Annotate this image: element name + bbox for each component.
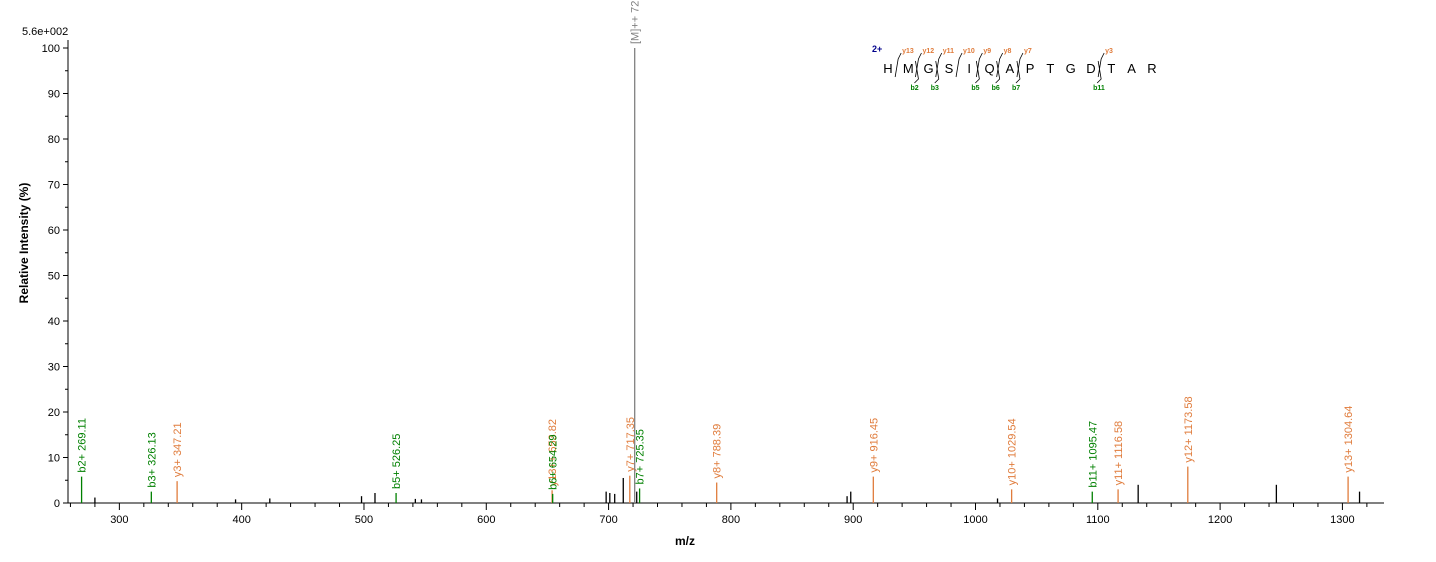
x-tick-label-800: 800 [722, 514, 740, 526]
y-axis-title: Relative Intensity (%) [17, 183, 31, 304]
x-axis-title: m/z [675, 534, 695, 548]
y-fragment-label: y8 [1004, 48, 1012, 55]
y-fragment-label: y12 [922, 48, 934, 55]
peaks-layer: b2+ 269.11 b3+ 326.13 y3+ 347.21 b5+ 526.25… [77, 0, 1361, 503]
x-tick-label-1000: 1000 [963, 514, 987, 526]
y-fragment-label: y13 [902, 48, 914, 55]
y-cleavage-mark [894, 52, 902, 78]
y-cleavage-mark [975, 52, 983, 78]
y-tick-label-20: 20 [48, 407, 60, 419]
residue: G [1066, 61, 1076, 76]
b-cleavage-mark [995, 60, 1001, 84]
y-tick-label-60: 60 [48, 225, 60, 237]
peak-label: b6+ 654.29 [548, 435, 560, 490]
peak-label: y13+ 1304.64 [1343, 406, 1355, 473]
residue: G [924, 61, 934, 76]
y-tick-label-100: 100 [42, 43, 60, 55]
b-cleavage-mark [975, 60, 980, 84]
residue: A [1127, 61, 1136, 76]
y-cleavage-mark [996, 52, 1004, 78]
b-fragment-label: b3 [931, 85, 939, 92]
y-fragment-label: y3 [1105, 48, 1113, 55]
peak-label: b2+ 269.11 [77, 418, 89, 473]
x-tick-label-400: 400 [232, 514, 250, 526]
x-tick-label-600: 600 [477, 514, 495, 526]
x-tick-label-1300: 1300 [1330, 514, 1354, 526]
residue: T [1046, 61, 1054, 76]
y-tick-label-0: 0 [54, 498, 60, 510]
x-tick-label-700: 700 [599, 514, 617, 526]
b-fragment-label: b7 [1012, 85, 1020, 92]
peak-label: y7+ 717.35 [625, 417, 637, 472]
b-cleavage-mark [1015, 60, 1021, 84]
y-fragment-label: y7 [1024, 48, 1032, 55]
y-cleavage-mark [935, 52, 943, 78]
peak-label: y8+ 788.39 [712, 424, 724, 479]
b-fragment-label: b2 [910, 85, 918, 92]
residue: R [1147, 61, 1156, 76]
peak-label: y10+ 1029.54 [1007, 418, 1019, 485]
y-tick-label-10: 10 [48, 453, 60, 465]
residue: T [1107, 61, 1115, 76]
x-tick-label-900: 900 [844, 514, 862, 526]
x-tick-label-500: 500 [355, 514, 373, 526]
y-tick-label-80: 80 [48, 134, 60, 146]
y-fragment-label: y9 [983, 48, 991, 55]
peak-label: y3+ 347.21 [172, 422, 184, 477]
y-cleavage-mark [1016, 52, 1024, 78]
y-cleavage-mark [1097, 52, 1105, 78]
peak-label: b3+ 326.13 [146, 432, 158, 487]
peak-label: y13++ 653.82 [547, 419, 559, 486]
y-tick-label-70: 70 [48, 180, 60, 192]
y-cleavage-mark [915, 52, 922, 78]
y-tick-label-50: 50 [48, 271, 60, 283]
b-cleavage-mark [914, 60, 919, 84]
peak-label: b5+ 526.25 [391, 434, 403, 489]
y-tick-label-40: 40 [48, 316, 60, 328]
b-fragment-label: b5 [971, 85, 979, 92]
y-tick-label-30: 30 [48, 362, 60, 374]
y-fragment-label: y11 [943, 48, 954, 55]
peak-label: y9+ 916.45 [868, 418, 880, 473]
y-fragment-label: y10 [963, 48, 975, 55]
peak-label: y12+ 1173.58 [1183, 396, 1195, 462]
residue: S [945, 61, 954, 76]
residue: Q [984, 61, 994, 76]
scale-label: 5.6e+002 [22, 26, 68, 38]
residue: P [1026, 61, 1035, 76]
b-fragment-label: b11 [1093, 85, 1105, 92]
x-tick-label-1200: 1200 [1208, 514, 1232, 526]
x-tick-label-1100: 1100 [1086, 514, 1110, 526]
y-cleavage-mark [955, 52, 963, 78]
peak-label: y11+ 1116.58 [1113, 421, 1125, 486]
axes: 0 10 20 30 40 50 60 70 80 90 100 300 400 500 600 700 800… [42, 40, 1384, 526]
residue: M [903, 61, 914, 76]
residue: H [883, 61, 892, 76]
x-tick-label-300: 300 [110, 514, 128, 526]
y-tick-label-90: 90 [48, 89, 60, 101]
b-fragment-label: b6 [992, 85, 1000, 92]
charge-state: 2+ [872, 44, 882, 54]
residue: A [1005, 61, 1014, 76]
peak-label: [M]++ 721.35 [630, 0, 642, 44]
residue: I [967, 61, 971, 76]
residue: D [1086, 61, 1095, 76]
b-cleavage-mark [1096, 60, 1102, 84]
b-cleavage-mark [934, 60, 940, 84]
peak-label: b7+ 725.35 [635, 429, 647, 484]
peak-label: b11+ 1095.47 [1087, 421, 1099, 488]
